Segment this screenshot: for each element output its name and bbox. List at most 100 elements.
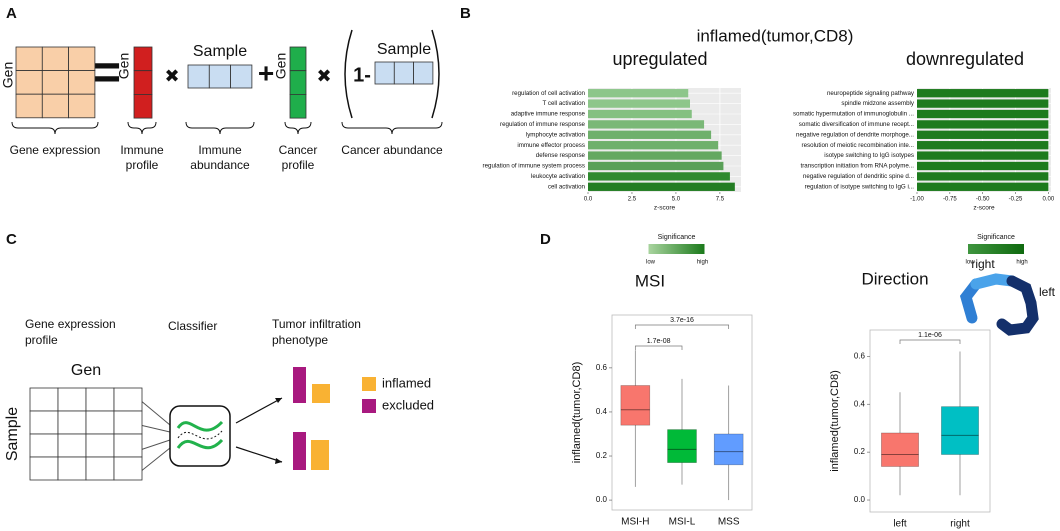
matrix-label: Sample xyxy=(377,41,431,58)
matrix-cell xyxy=(289,70,307,95)
panel-label: D xyxy=(540,231,551,248)
panel-label: A xyxy=(6,5,17,22)
x-tick-label: 0.00 xyxy=(1043,197,1055,203)
p-value: 1.1e-06 xyxy=(918,332,942,339)
matrix-cell xyxy=(85,456,115,481)
legend-gradient xyxy=(968,244,1024,254)
matrix-cell xyxy=(113,410,143,435)
y-tick-label: T cell activation xyxy=(542,100,585,107)
matrix-cell xyxy=(29,387,59,412)
brace xyxy=(11,121,99,135)
chart-title: MSI xyxy=(635,271,665,290)
bar xyxy=(917,130,1049,139)
operator: = xyxy=(93,47,121,100)
p-value: 1.7e-08 xyxy=(647,338,671,345)
y-tick-label: somatic hypermutation of immunoglobulin … xyxy=(793,111,914,118)
matrix-cell xyxy=(85,433,115,458)
comparison-bracket xyxy=(634,324,730,329)
x-tick-label: right xyxy=(950,519,970,530)
chart-title: downregulated xyxy=(906,49,1024,69)
x-axis-label: z-score xyxy=(654,205,676,212)
classifier-diagram xyxy=(139,367,330,473)
y-tick-label: regulation of isotype switching to IgG i… xyxy=(805,183,915,190)
y-axis-label: inflamed(tumor,CD8) xyxy=(829,370,841,471)
y-tick-label: adaptive immune response xyxy=(511,111,586,118)
y-tick-label: somatic diversification of immune recept… xyxy=(799,121,914,128)
box xyxy=(713,433,744,466)
y-tick-label: spindle midzone assembly xyxy=(841,100,914,107)
caption: Cancer abundance xyxy=(341,143,443,157)
matrix-cell xyxy=(113,433,143,458)
operator: + xyxy=(258,57,274,88)
caption: Immune xyxy=(198,143,242,157)
x-tick-label: -0.50 xyxy=(976,197,990,203)
matrix-cell xyxy=(15,46,43,72)
y-tick-label: negative regulation of dendrite morphoge… xyxy=(796,131,914,138)
x-tick-label: 2.5 xyxy=(628,197,637,203)
x-tick-label: 5.0 xyxy=(672,197,681,203)
matrix-cell xyxy=(57,410,87,435)
legend-title: Significance xyxy=(658,234,696,241)
caption: profile xyxy=(126,158,159,172)
bar xyxy=(588,151,722,160)
y-tick-label: negative regulation of dendritic spine d… xyxy=(803,173,914,180)
caption: Gene expression xyxy=(25,317,116,331)
box xyxy=(620,385,651,426)
bar xyxy=(917,182,1049,191)
matrix-label: Sample xyxy=(4,407,21,461)
matrix-cell xyxy=(57,456,87,481)
x-axis-label: z-score xyxy=(973,205,995,212)
matrix-cell xyxy=(15,93,43,119)
y-tick-label: 0.6 xyxy=(854,351,866,360)
bar xyxy=(588,172,730,181)
matrix-cell xyxy=(133,94,153,119)
bar xyxy=(917,120,1049,129)
bar xyxy=(917,109,1049,119)
matrix-cell xyxy=(393,61,414,85)
matrix-label: Sample xyxy=(193,43,247,60)
bar xyxy=(588,109,692,119)
legend-label: high xyxy=(697,260,708,266)
matrix-label: Gen xyxy=(116,53,132,79)
matrix-cell xyxy=(57,387,87,412)
colon-icon xyxy=(959,273,1039,336)
legend-label: excluded xyxy=(382,397,434,412)
parenthesis xyxy=(344,29,353,119)
legend-swatch xyxy=(362,377,376,391)
matrix-label: Gen xyxy=(71,362,101,379)
matrix-cell xyxy=(57,433,87,458)
legend-label: high xyxy=(1016,260,1027,266)
operator: 1- xyxy=(353,64,371,86)
y-tick-label: lymphocyte activation xyxy=(526,131,586,138)
matrix-cell xyxy=(133,70,153,95)
brace xyxy=(185,121,255,135)
brace xyxy=(284,121,312,135)
legend-label: low xyxy=(965,260,975,266)
comparison-bracket xyxy=(634,345,683,350)
bar xyxy=(917,89,1049,98)
legend-label: low xyxy=(646,260,656,266)
operator: ✖ xyxy=(316,66,331,86)
x-tick-label: -1.00 xyxy=(910,197,924,203)
caption: phenotype xyxy=(272,333,328,347)
y-tick-label: 0.6 xyxy=(596,363,608,372)
matrix-cell xyxy=(68,46,96,72)
bar xyxy=(588,141,719,150)
panel-title: inflamed(tumor,CD8) xyxy=(697,26,854,45)
y-tick-label: isotype switching to IgG isotypes xyxy=(824,152,914,159)
matrix-cell xyxy=(85,410,115,435)
operator: ✖ xyxy=(164,66,179,86)
matrix-label: Gen xyxy=(0,62,16,88)
matrix-cell xyxy=(374,61,395,85)
y-tick-label: 0.2 xyxy=(596,451,608,460)
y-tick-label: 0.4 xyxy=(854,399,866,408)
y-tick-label: cell activation xyxy=(548,183,586,190)
chart-title: upregulated xyxy=(612,49,707,69)
bar xyxy=(588,182,735,191)
matrix-cell xyxy=(413,61,434,85)
legend-gradient xyxy=(648,244,705,254)
annotation: left xyxy=(1039,285,1056,299)
bar xyxy=(588,89,689,98)
x-tick-label: MSS xyxy=(718,517,740,528)
y-tick-label: neuropeptide signaling pathway xyxy=(827,90,915,97)
